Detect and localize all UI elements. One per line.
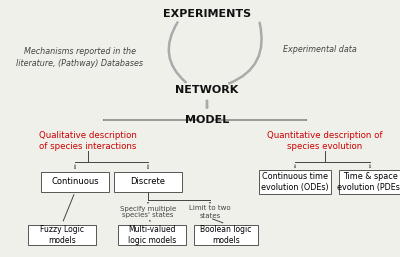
Text: Specify multiple
species' states: Specify multiple species' states [120,206,176,218]
FancyBboxPatch shape [114,172,182,192]
FancyBboxPatch shape [28,225,96,245]
Text: Discrete: Discrete [130,178,166,187]
Text: MODEL: MODEL [185,115,229,125]
Text: Time & space
evolution (PDEs): Time & space evolution (PDEs) [337,172,400,192]
FancyArrowPatch shape [229,23,262,83]
FancyBboxPatch shape [194,225,258,245]
Text: Experimental data: Experimental data [283,45,357,54]
Text: Limit to two
states: Limit to two states [189,206,231,218]
Text: Fuzzy Logic
models: Fuzzy Logic models [40,225,84,245]
Text: literature, (Pathway) Databases: literature, (Pathway) Databases [16,60,144,69]
Text: Multi-valued
logic models: Multi-valued logic models [128,225,176,245]
Text: Continuous time
evolution (ODEs): Continuous time evolution (ODEs) [261,172,329,192]
Text: Continuous: Continuous [51,178,99,187]
Text: Boolean logic
models: Boolean logic models [200,225,252,245]
FancyBboxPatch shape [118,225,186,245]
FancyArrowPatch shape [63,195,74,221]
FancyArrowPatch shape [212,219,223,223]
Text: Qualitative description
of species interactions: Qualitative description of species inter… [39,131,137,151]
Text: EXPERIMENTS: EXPERIMENTS [163,9,251,19]
Text: Mechanisms reported in the: Mechanisms reported in the [24,48,136,57]
FancyBboxPatch shape [339,170,400,194]
Text: NETWORK: NETWORK [175,85,239,95]
FancyBboxPatch shape [259,170,331,194]
FancyArrowPatch shape [169,22,186,82]
FancyBboxPatch shape [41,172,109,192]
Text: Quantitative description of
species evolution: Quantitative description of species evol… [267,131,383,151]
